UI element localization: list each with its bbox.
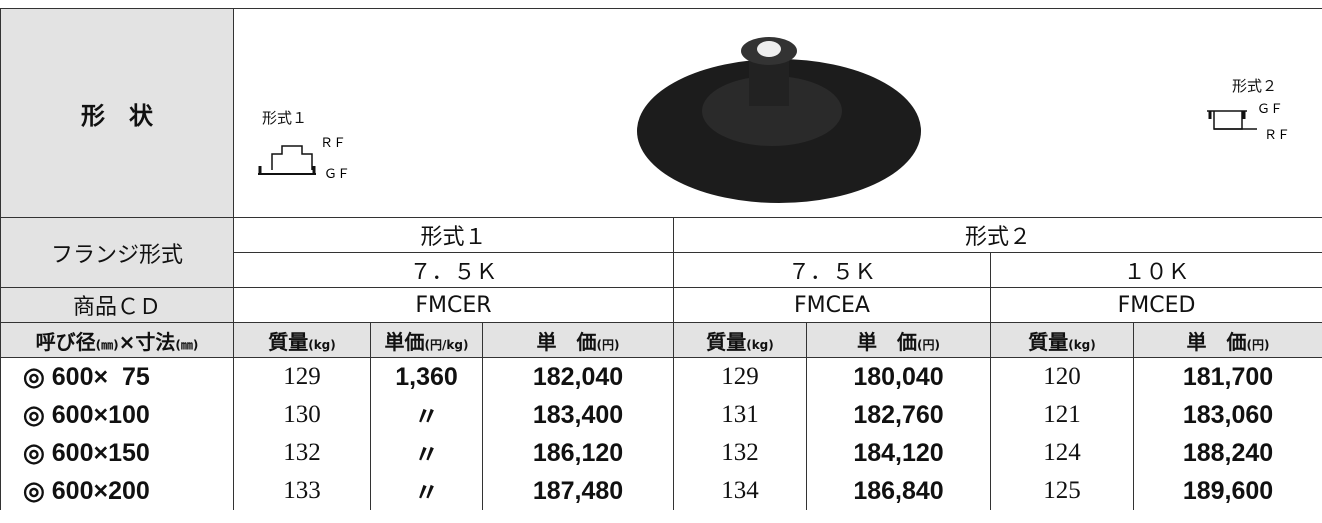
code: FMCEA bbox=[673, 287, 991, 323]
cell: 124 bbox=[990, 434, 1134, 472]
type2-upper: ＧＦ bbox=[1257, 102, 1283, 117]
data-row: ◎ 600×200 133 〃 187,480 134 186,840 125 189,600 bbox=[0, 472, 1322, 510]
rating: ７．５Ｋ bbox=[233, 252, 674, 288]
cell: 130 bbox=[233, 396, 371, 434]
header-text: 単 価 bbox=[857, 329, 917, 354]
cell: 182,040 bbox=[482, 357, 674, 396]
type1-icon: ＲＦ ＧＦ bbox=[258, 136, 350, 182]
column-header: 呼び径(㎜)×寸法(㎜) bbox=[0, 322, 234, 358]
shape-cell: 形式１ ＲＦ ＧＦ 形式２ ＧＦ ＲＦ bbox=[232, 8, 1322, 218]
header-text: 単価 bbox=[384, 329, 425, 354]
cell: 189,600 bbox=[1132, 472, 1322, 510]
data-row: ◎ 600×150 132 〃 186,120 132 184,120 124 188,240 bbox=[0, 434, 1322, 472]
unit: (kg) bbox=[1068, 337, 1096, 352]
cell: 125 bbox=[990, 472, 1134, 510]
cell: 132 bbox=[673, 434, 807, 472]
rating: １０Ｋ bbox=[989, 252, 1322, 288]
cell: 186,840 bbox=[806, 472, 991, 510]
type1-upper: ＲＦ bbox=[320, 136, 346, 151]
cell: 134 bbox=[673, 472, 807, 510]
cell: 〃 bbox=[370, 396, 483, 434]
cell: 181,700 bbox=[1132, 357, 1322, 396]
header-text: 呼び径 bbox=[35, 329, 96, 354]
data-row: ◎ 600×100 130 〃 183,400 131 182,760 121 183,060 bbox=[0, 396, 1322, 434]
cell: 184,120 bbox=[806, 434, 991, 472]
cell: 129 bbox=[233, 357, 371, 396]
column-header: 単 価(円) bbox=[806, 322, 991, 358]
header-text: 単 価 bbox=[536, 329, 597, 354]
code-label: 商品ＣＤ bbox=[0, 287, 234, 323]
header-text: 質量 bbox=[268, 329, 309, 354]
column-header: 質量(kg) bbox=[233, 322, 371, 358]
code: FMCED bbox=[989, 287, 1322, 323]
cell: 120 bbox=[990, 357, 1134, 396]
unit: (㎜) bbox=[95, 337, 119, 352]
cell: 182,760 bbox=[806, 396, 991, 434]
cell: 183,060 bbox=[1132, 396, 1322, 434]
unit: (kg) bbox=[308, 337, 336, 352]
cell: 188,240 bbox=[1132, 434, 1322, 472]
unit: (円/kg) bbox=[424, 337, 469, 352]
column-header: 質量(kg) bbox=[673, 322, 807, 358]
shape-area: 形式１ ＲＦ ＧＦ 形式２ ＧＦ ＲＦ bbox=[235, 10, 1322, 217]
header-row: 呼び径(㎜)×寸法(㎜) 質量(kg) 単価(円/kg) 単 価(円) 質量(kg) 単 … bbox=[0, 322, 1322, 358]
cell: 183,400 bbox=[482, 396, 674, 434]
size: ◎ 600× 75 bbox=[0, 357, 234, 396]
header-text: 単 価 bbox=[1186, 329, 1247, 354]
size: ◎ 600×200 bbox=[0, 472, 234, 510]
column-header: 単 価(円) bbox=[482, 322, 674, 358]
shape-row: 形 状 形式１ ＲＦ ＧＦ 形式２ ＧＦ ＲＦ bbox=[0, 8, 1322, 218]
rating-row: ７．５Ｋ ７．５Ｋ １０Ｋ bbox=[1, 252, 1322, 288]
code: FMCER bbox=[233, 287, 674, 323]
cell: 121 bbox=[990, 396, 1134, 434]
code-row: 商品ＣＤ FMCER FMCEA FMCED bbox=[0, 287, 1322, 323]
header-text: 質量 bbox=[1028, 329, 1069, 354]
unit: (円) bbox=[596, 337, 620, 352]
shape-label: 形 状 bbox=[0, 8, 234, 218]
cell: 129 bbox=[673, 357, 807, 396]
unit: (円) bbox=[1246, 337, 1270, 352]
flange-group: 形式２ bbox=[672, 217, 1322, 253]
cell: 187,480 bbox=[482, 472, 674, 510]
size: ◎ 600×150 bbox=[0, 434, 234, 472]
rating: ７．５Ｋ bbox=[673, 252, 991, 288]
cell: 180,040 bbox=[806, 357, 991, 396]
flange-row: フランジ形式 形式１ 形式２ bbox=[0, 217, 1322, 288]
column-header: 単価(円/kg) bbox=[370, 322, 483, 358]
cell: 131 bbox=[673, 396, 807, 434]
flange-label: フランジ形式 bbox=[0, 217, 234, 288]
flange-group: 形式１ bbox=[233, 217, 674, 253]
unit: (円) bbox=[917, 337, 940, 352]
type2-icon: ＧＦ ＲＦ bbox=[1207, 102, 1290, 143]
cell: 〃 bbox=[370, 434, 483, 472]
type2-name: 形式２ bbox=[1232, 77, 1278, 95]
column-header: 質量(kg) bbox=[990, 322, 1134, 358]
table-body: ◎ 600× 75 129 1,360 182,040 129 180,040 120 181… bbox=[0, 357, 1322, 510]
cell: 133 bbox=[233, 472, 371, 510]
header-text: 質量 bbox=[706, 329, 747, 354]
type1-lower: ＧＦ bbox=[324, 167, 350, 182]
cell: 186,120 bbox=[482, 434, 674, 472]
cell: 132 bbox=[233, 434, 371, 472]
unit: (kg) bbox=[746, 337, 774, 352]
cell: 1,360 bbox=[370, 357, 483, 396]
product-photo bbox=[637, 37, 921, 203]
cell: 〃 bbox=[370, 472, 483, 510]
type2-lower: ＲＦ bbox=[1264, 128, 1290, 143]
size: ◎ 600×100 bbox=[0, 396, 234, 434]
unit: (㎜) bbox=[175, 337, 199, 352]
price-table: 形 状 形式１ ＲＦ ＧＦ 形式２ ＧＦ ＲＦ フランジ形式 形式１ 形式２ ７… bbox=[0, 8, 1322, 510]
header-text: ×寸法 bbox=[118, 329, 176, 354]
data-row: ◎ 600× 75 129 1,360 182,040 129 180,040 120 181… bbox=[0, 357, 1322, 396]
type1-name: 形式１ bbox=[262, 109, 308, 127]
column-header: 単 価(円) bbox=[1132, 322, 1322, 358]
